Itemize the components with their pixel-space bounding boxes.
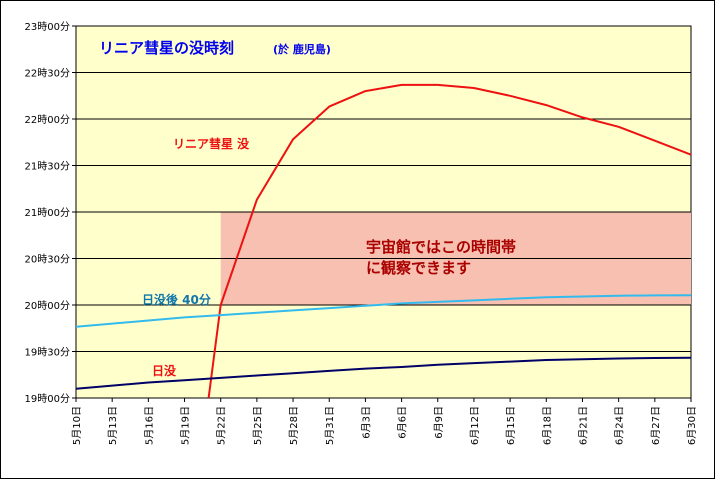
x-tick-label: 5月22日 xyxy=(216,406,228,445)
y-tick-label: 19時30分 xyxy=(25,347,70,359)
y-tick-label: 19時00分 xyxy=(25,393,70,405)
x-tick-label: 6月18日 xyxy=(541,406,553,445)
x-tick-label: 6月21日 xyxy=(577,406,589,445)
series-label-sunset: 日没 xyxy=(152,363,177,378)
series-line-1 xyxy=(76,294,691,328)
chart-subtitle: (於 鹿児島) xyxy=(273,42,331,56)
y-tick-label: 22時30分 xyxy=(25,68,70,80)
y-tick-label: 20時30分 xyxy=(25,254,70,266)
series-label-comet: リニア彗星 没 xyxy=(173,136,250,151)
x-tick-label: 5月19日 xyxy=(180,406,192,445)
band-label-line-2: に観察できます xyxy=(366,259,471,277)
y-tick-label: 23時00分 xyxy=(25,21,70,33)
x-tick-label: 5月13日 xyxy=(107,406,119,445)
x-tick-label: 6月15日 xyxy=(505,406,517,445)
x-tick-label: 5月10日 xyxy=(71,406,83,445)
x-tick-label: 6月27日 xyxy=(650,406,662,445)
y-tick-label: 22時00分 xyxy=(25,114,70,126)
x-tick-label: 6月9日 xyxy=(433,406,445,439)
chart-title: リニア彗星の没時刻 xyxy=(99,39,234,57)
x-tick-label: 5月28日 xyxy=(288,406,300,445)
series-label-sunset-40: 日没後 40分 xyxy=(142,292,211,307)
x-tick-label: 6月12日 xyxy=(469,406,481,445)
x-tick-label: 5月16日 xyxy=(143,406,155,445)
y-tick-label: 20時00分 xyxy=(25,300,70,312)
x-tick-label: 6月3日 xyxy=(360,406,372,439)
x-tick-label: 5月25日 xyxy=(252,406,264,445)
x-tick-label: 5月31日 xyxy=(324,406,336,445)
y-tick-label: 21時00分 xyxy=(25,207,70,219)
x-tick-label: 6月6日 xyxy=(397,406,409,439)
series-line-2 xyxy=(76,356,691,390)
y-tick-label: 21時30分 xyxy=(25,161,70,173)
series-line-0 xyxy=(207,83,691,398)
x-tick-label: 6月30日 xyxy=(686,406,698,445)
band-label-line-1: 宇宙館ではこの時間帯 xyxy=(366,238,516,256)
x-tick-label: 6月24日 xyxy=(614,406,626,445)
